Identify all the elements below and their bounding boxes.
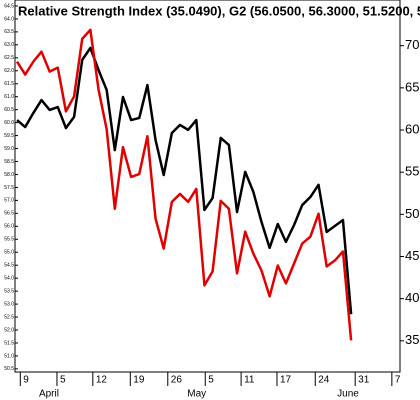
y-tick-label: 50.5 [4, 366, 14, 372]
month-label: April [39, 389, 59, 400]
series-line [16, 46, 353, 315]
y-tick-label: 52.5 [4, 314, 14, 320]
y-tick-label: 55.0 [4, 250, 14, 256]
y-tick-label: 64.0 [4, 16, 14, 22]
y2-tick-label: 65 [405, 79, 419, 94]
y2-tick-label: 60 [405, 121, 419, 136]
y-tick-label: 54.0 [4, 275, 14, 281]
x-tick-label: 5 [208, 375, 214, 386]
x-tick-label: 12 [96, 375, 108, 386]
month-label: May [187, 389, 206, 400]
y2-tick-label: 55 [405, 164, 419, 179]
x-tick-label: 31 [358, 375, 370, 386]
x-tick-label: 11 [244, 375, 255, 386]
month-label: June [337, 389, 359, 400]
y-tick-label: 58.0 [4, 172, 14, 178]
plot-frame [14, 0, 401, 373]
y2-tick-label: 45 [405, 248, 419, 263]
x-tick-label: 19 [133, 375, 145, 386]
y-tick-label: 57.0 [4, 198, 14, 204]
x-tick-label: 24 [318, 375, 330, 386]
series-line [15, 28, 353, 341]
y-tick-label: 51.5 [4, 340, 14, 346]
y-tick-label: 56.0 [4, 224, 14, 230]
y-tick-label: 51.0 [4, 353, 14, 359]
x-tick-label: 9 [23, 375, 29, 386]
y-tick-label: 61.5 [4, 81, 14, 87]
y2-tick-label: 70 [405, 37, 419, 52]
y-tick-label: 58.5 [4, 159, 14, 165]
y-tick-label: 62.5 [4, 55, 14, 61]
y-tick-label: 59.5 [4, 133, 14, 139]
y2-tick-label: 40 [405, 290, 419, 305]
y-tick-label: 59.0 [4, 146, 14, 152]
y2-tick-label: 35 [405, 332, 419, 347]
y-tick-label: 55.5 [4, 237, 14, 243]
y2-tick-label: 50 [405, 206, 419, 221]
y-tick-label: 62.0 [4, 68, 14, 74]
x-tick-label: 17 [280, 375, 292, 386]
y-tick-label: 63.0 [4, 42, 14, 48]
y-tick-label: 53.0 [4, 301, 14, 307]
y-tick-label: 60.0 [4, 120, 14, 126]
y-tick-label: 60.5 [4, 107, 14, 113]
y-tick-label: 56.5 [4, 211, 14, 217]
y-tick-label: 57.5 [4, 185, 14, 191]
y-tick-label: 52.0 [4, 327, 14, 333]
y-tick-label: 63.5 [4, 29, 14, 35]
chart-title: Relative Strength Index (35.0490), G2 (5… [18, 3, 420, 18]
x-tick-label: 26 [171, 375, 183, 386]
x-tick-label: 5 [60, 375, 66, 386]
y-tick-label: 64.5 [4, 3, 14, 9]
y-tick-label: 53.5 [4, 288, 14, 294]
y-tick-label: 54.5 [4, 263, 14, 269]
x-tick-label: 7 [395, 375, 401, 386]
y-tick-label: 61.0 [4, 94, 14, 100]
